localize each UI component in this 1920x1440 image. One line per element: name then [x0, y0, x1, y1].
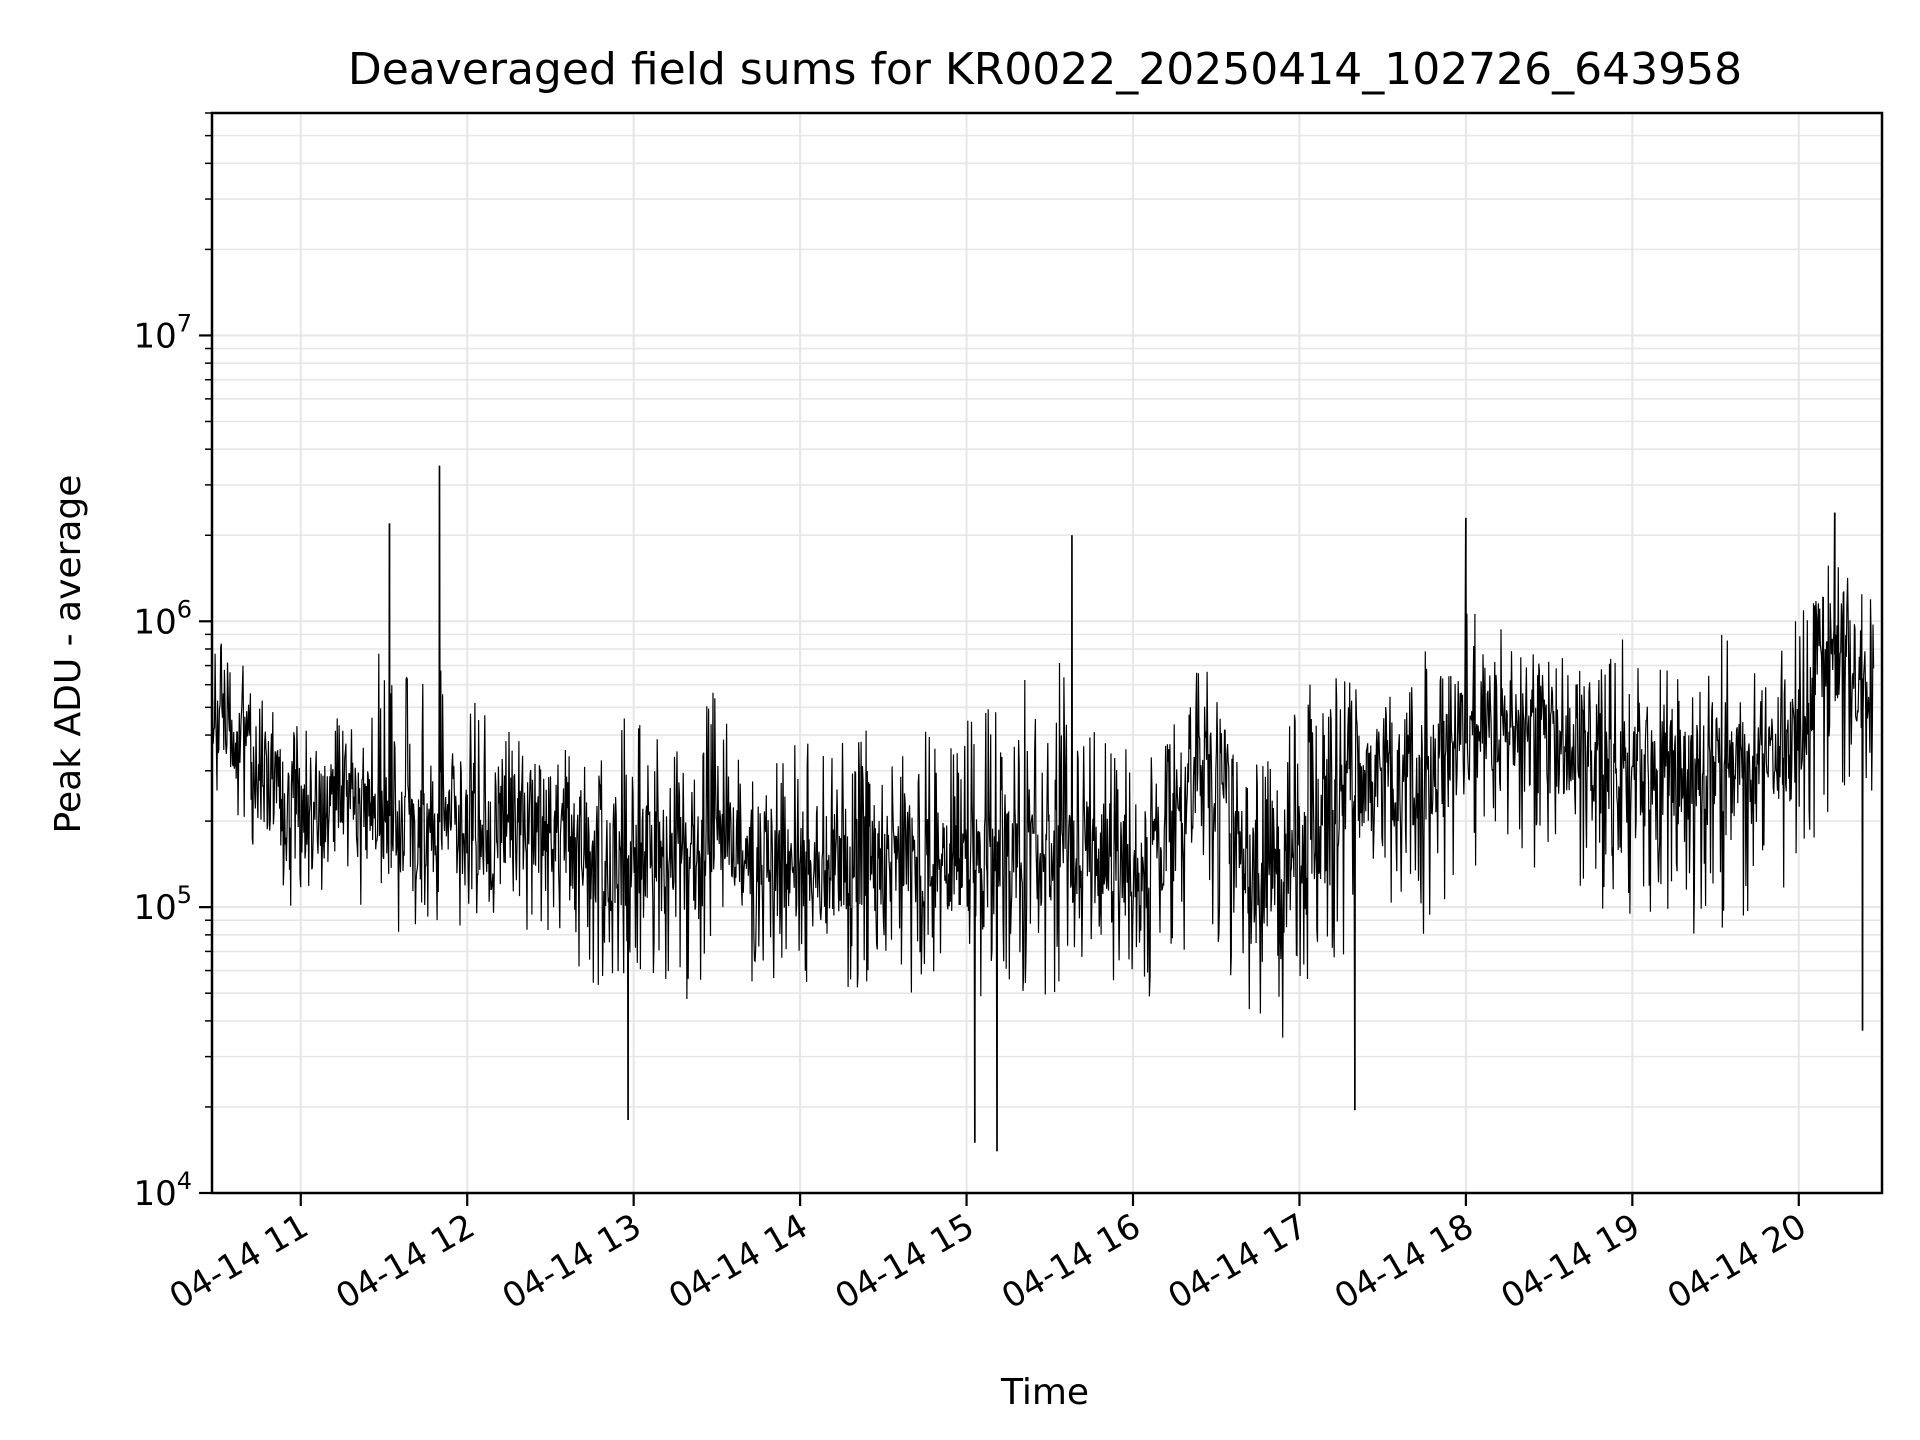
y-axis-ticks: 104 105 106 107: [133, 112, 212, 1214]
x-axis-label: Time: [1000, 1372, 1089, 1413]
spike-marks: [388, 465, 1864, 1152]
y-tick-label: 107: [133, 309, 192, 356]
y-tick-label: 106: [133, 595, 192, 642]
y-tick-label: 104: [133, 1167, 192, 1214]
y-tick-label: 105: [133, 881, 192, 928]
y-axis-label: Peak ADU - average: [48, 475, 89, 834]
plot-frame: [210, 111, 1884, 1195]
chart-title: Deaveraged field sums for KR0022_2025041…: [348, 44, 1742, 95]
series-line: [211, 465, 1875, 1152]
